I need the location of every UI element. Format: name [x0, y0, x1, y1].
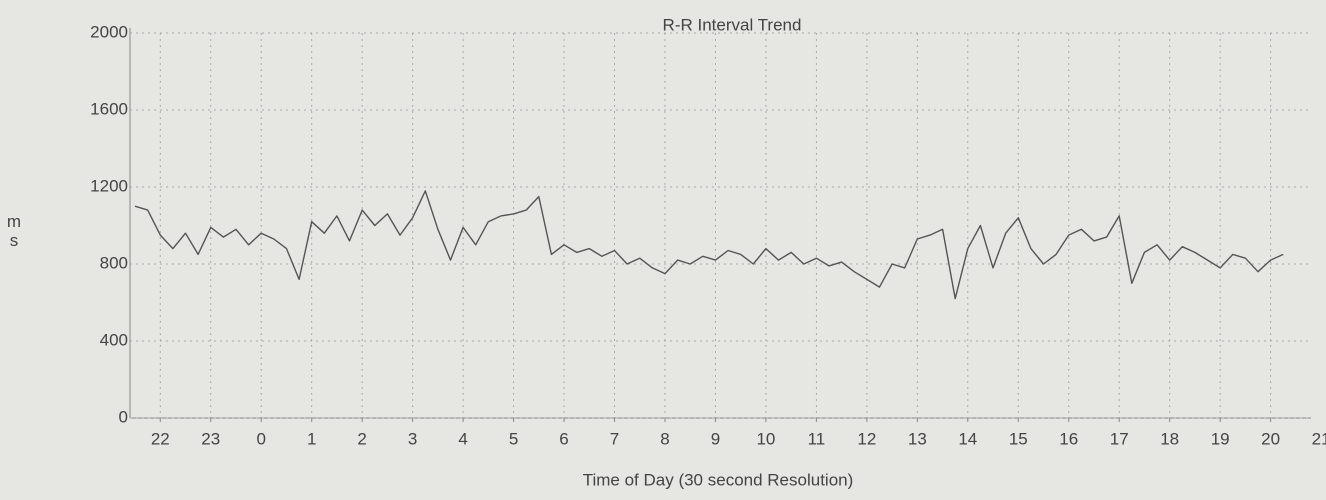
x-axis-title: Time of Day (30 second Resolution): [583, 470, 854, 489]
y-tick-label: 0: [119, 407, 128, 426]
y-axis-title: ms: [5, 212, 24, 250]
x-tick-label: 5: [509, 429, 518, 448]
x-tick-label: 10: [756, 429, 775, 448]
x-tick-label: 4: [458, 429, 467, 448]
x-tick-label: 15: [1009, 429, 1028, 448]
x-tick-label: 6: [559, 429, 568, 448]
x-tick-label: 14: [958, 429, 977, 448]
x-tick-label: 13: [908, 429, 927, 448]
x-tick-label: 2: [357, 429, 366, 448]
y-tick-label: 400: [100, 330, 128, 349]
x-tick-label: 18: [1160, 429, 1179, 448]
x-tick-label: 16: [1059, 429, 1078, 448]
rr-interval-line: [134, 190, 1284, 300]
x-tick-label: 20: [1261, 429, 1280, 448]
x-tick-label: 8: [660, 429, 669, 448]
y-tick-label: 1600: [90, 99, 128, 118]
chart-title: R-R Interval Trend: [663, 15, 802, 34]
x-tick-label: 7: [610, 429, 619, 448]
x-tick-label: 12: [857, 429, 876, 448]
x-tick-label: 11: [808, 429, 826, 448]
x-tick-label: 0: [256, 429, 265, 448]
x-tick-label: 21: [1312, 429, 1326, 448]
x-tick-label: 3: [408, 429, 417, 448]
x-tick-label: 19: [1211, 429, 1230, 448]
y-tick-label: 1200: [90, 176, 128, 195]
x-tick-label: 17: [1110, 429, 1129, 448]
x-tick-label: 9: [711, 429, 720, 448]
y-tick-label: 800: [100, 253, 128, 272]
y-tick-label: 2000: [90, 22, 128, 41]
x-tick-label: 22: [151, 429, 170, 448]
x-tick-label: 23: [201, 429, 220, 448]
x-tick-label: 1: [307, 429, 316, 448]
